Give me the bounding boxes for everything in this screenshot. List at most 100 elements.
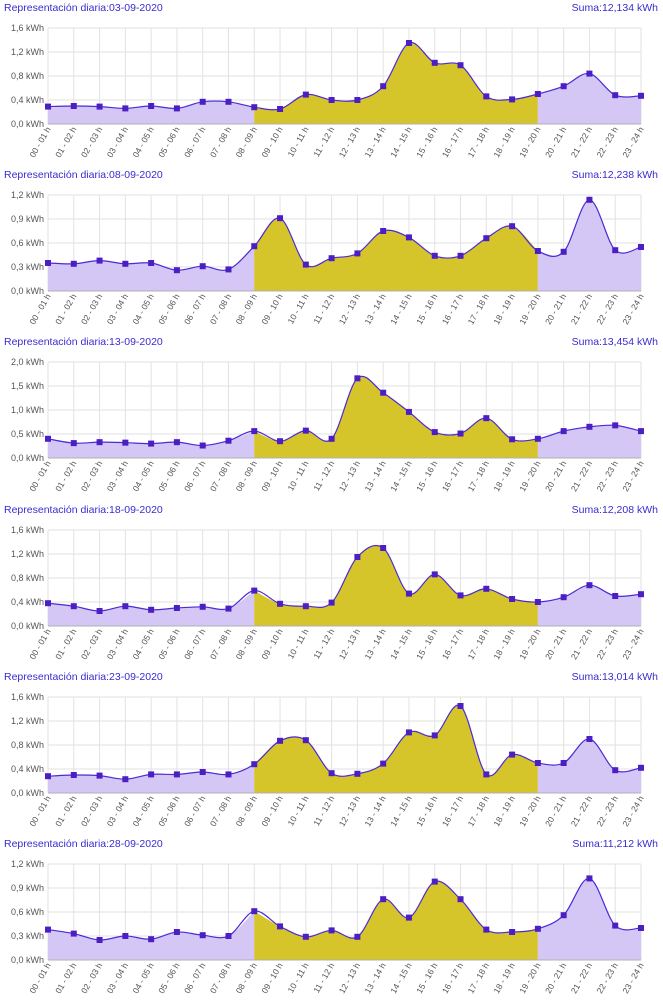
data-point[interactable]: [431, 59, 438, 66]
data-point[interactable]: [380, 896, 387, 903]
data-point[interactable]: [96, 772, 103, 779]
data-point[interactable]: [70, 440, 77, 447]
data-point[interactable]: [225, 605, 232, 612]
data-point[interactable]: [122, 260, 129, 267]
data-point[interactable]: [173, 929, 180, 935]
data-point[interactable]: [380, 390, 387, 397]
data-point[interactable]: [199, 98, 206, 105]
data-point[interactable]: [328, 769, 335, 776]
data-point[interactable]: [612, 922, 619, 929]
data-point[interactable]: [251, 908, 258, 915]
data-point[interactable]: [586, 581, 593, 588]
data-point[interactable]: [457, 252, 464, 259]
data-point[interactable]: [405, 409, 412, 416]
data-point[interactable]: [96, 607, 103, 614]
data-point[interactable]: [148, 606, 155, 613]
data-point[interactable]: [199, 768, 206, 775]
data-point[interactable]: [612, 92, 619, 99]
data-point[interactable]: [328, 927, 335, 934]
data-point[interactable]: [277, 600, 284, 607]
data-point[interactable]: [612, 766, 619, 773]
data-point[interactable]: [534, 91, 541, 97]
data-point[interactable]: [405, 914, 412, 921]
data-point[interactable]: [122, 933, 129, 939]
data-point[interactable]: [45, 599, 51, 606]
data-point[interactable]: [483, 771, 490, 778]
data-point[interactable]: [277, 737, 284, 744]
data-point[interactable]: [534, 598, 541, 605]
data-point[interactable]: [457, 702, 464, 709]
data-point[interactable]: [457, 430, 464, 437]
data-point[interactable]: [612, 247, 619, 254]
data-point[interactable]: [509, 436, 516, 443]
data-point[interactable]: [586, 196, 593, 203]
data-point[interactable]: [638, 590, 644, 597]
data-point[interactable]: [173, 771, 180, 778]
data-point[interactable]: [560, 248, 567, 255]
data-point[interactable]: [380, 83, 387, 90]
data-point[interactable]: [534, 925, 541, 932]
data-point[interactable]: [638, 428, 644, 435]
data-point[interactable]: [199, 442, 206, 449]
data-point[interactable]: [251, 428, 258, 435]
data-point[interactable]: [405, 729, 412, 736]
data-point[interactable]: [509, 595, 516, 602]
data-point[interactable]: [586, 70, 593, 77]
data-point[interactable]: [277, 438, 284, 445]
data-point[interactable]: [328, 255, 335, 262]
data-point[interactable]: [45, 436, 51, 443]
data-point[interactable]: [509, 96, 516, 103]
data-point[interactable]: [148, 771, 155, 778]
data-point[interactable]: [173, 105, 180, 112]
data-point[interactable]: [638, 764, 644, 771]
data-point[interactable]: [380, 760, 387, 767]
data-point[interactable]: [173, 604, 180, 611]
data-point[interactable]: [586, 875, 593, 882]
data-point[interactable]: [560, 593, 567, 600]
data-point[interactable]: [509, 223, 516, 230]
data-point[interactable]: [431, 570, 438, 577]
data-point[interactable]: [302, 428, 309, 435]
data-point[interactable]: [405, 590, 412, 597]
data-point[interactable]: [45, 926, 51, 933]
data-point[interactable]: [638, 925, 644, 931]
data-point[interactable]: [148, 103, 155, 109]
data-point[interactable]: [122, 602, 129, 609]
data-point[interactable]: [70, 602, 77, 609]
data-point[interactable]: [302, 91, 309, 98]
data-point[interactable]: [509, 751, 516, 758]
data-point[interactable]: [405, 40, 412, 46]
data-point[interactable]: [251, 760, 258, 767]
data-point[interactable]: [302, 933, 309, 940]
data-point[interactable]: [96, 257, 103, 264]
data-point[interactable]: [431, 878, 438, 885]
data-point[interactable]: [225, 933, 232, 939]
data-point[interactable]: [431, 252, 438, 259]
data-point[interactable]: [302, 736, 309, 743]
data-point[interactable]: [380, 228, 387, 235]
data-point[interactable]: [45, 260, 51, 267]
data-point[interactable]: [612, 422, 619, 429]
data-point[interactable]: [328, 97, 335, 103]
data-point[interactable]: [225, 438, 232, 445]
data-point[interactable]: [457, 591, 464, 598]
data-point[interactable]: [148, 936, 155, 943]
data-point[interactable]: [96, 439, 103, 446]
data-point[interactable]: [96, 937, 103, 943]
data-point[interactable]: [354, 375, 361, 382]
data-point[interactable]: [431, 429, 438, 436]
data-point[interactable]: [483, 235, 490, 242]
data-point[interactable]: [354, 97, 361, 103]
data-point[interactable]: [277, 215, 284, 222]
data-point[interactable]: [251, 104, 258, 111]
data-point[interactable]: [277, 106, 284, 112]
data-point[interactable]: [560, 83, 567, 90]
data-point[interactable]: [483, 415, 490, 422]
data-point[interactable]: [483, 585, 490, 592]
data-point[interactable]: [122, 105, 129, 112]
data-point[interactable]: [534, 248, 541, 255]
data-point[interactable]: [586, 424, 593, 431]
data-point[interactable]: [225, 98, 232, 105]
data-point[interactable]: [483, 93, 490, 100]
data-point[interactable]: [560, 759, 567, 766]
